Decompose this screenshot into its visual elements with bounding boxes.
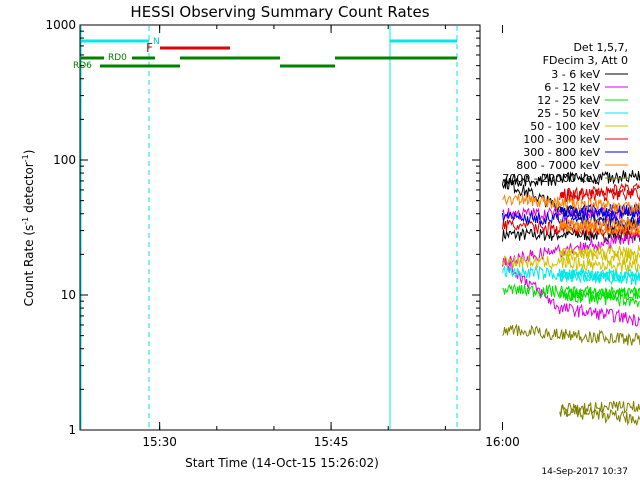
chart-title: HESSI Observing Summary Count Rates [130,3,429,21]
rd0-flag-label: RD0 [108,53,127,63]
legend-entry-label: 50 - 100 keV [530,120,600,133]
plot-frame [79,24,481,431]
y-axis-ticks: 1 10 100 1000 [45,18,480,437]
legend-entry-label: 25 - 50 keV [537,107,600,120]
series-0 [501,170,640,244]
y-axis-label-end: ) [22,150,36,155]
y-axis-label-main: Count Rate (s [22,225,36,307]
y-tick-label: 1000 [45,18,76,32]
series-line [501,170,640,244]
x-axis-label: Start Time (14-Oct-15 15:26:02) [185,456,379,470]
y-tick-label: 100 [53,153,76,167]
y-axis-label-sup-b: -1 [21,154,30,162]
x-tick-label: 15:30 [142,435,177,449]
y-tick-label: 10 [61,288,76,302]
legend-header-line-1: Det 1,5,7, [573,41,628,54]
x-tick-label: 16:00 [485,435,520,449]
legend-entry-label: 3 - 6 keV [551,68,600,81]
flare-flag-label: F [146,41,153,55]
y-axis-label-middle: detector [22,162,36,217]
x-tick-label: 15:45 [314,435,349,449]
generation-timestamp: 14-Sep-2017 10:37 [541,467,628,477]
legend-entry-label: 800 - 7000 keV [516,159,600,172]
legend-entry-label: 6 - 12 keV [544,81,600,94]
legend-header-line-2: FDecim 3, Att 0 [543,54,628,67]
legend-entry-label: 7000 - 20000 keV [502,172,600,185]
y-tick-label: 1 [68,423,76,437]
legend-entry-label: 300 - 800 keV [523,146,600,159]
legend-entry-label: 12 - 25 keV [537,94,600,107]
night-flag-label: N [153,37,160,47]
y-axis-label: Count Rate (s-1 detector-1) [21,150,36,307]
y-axis-label-sup-a: -1 [21,217,30,225]
legend-entry-label: 100 - 300 keV [523,133,600,146]
